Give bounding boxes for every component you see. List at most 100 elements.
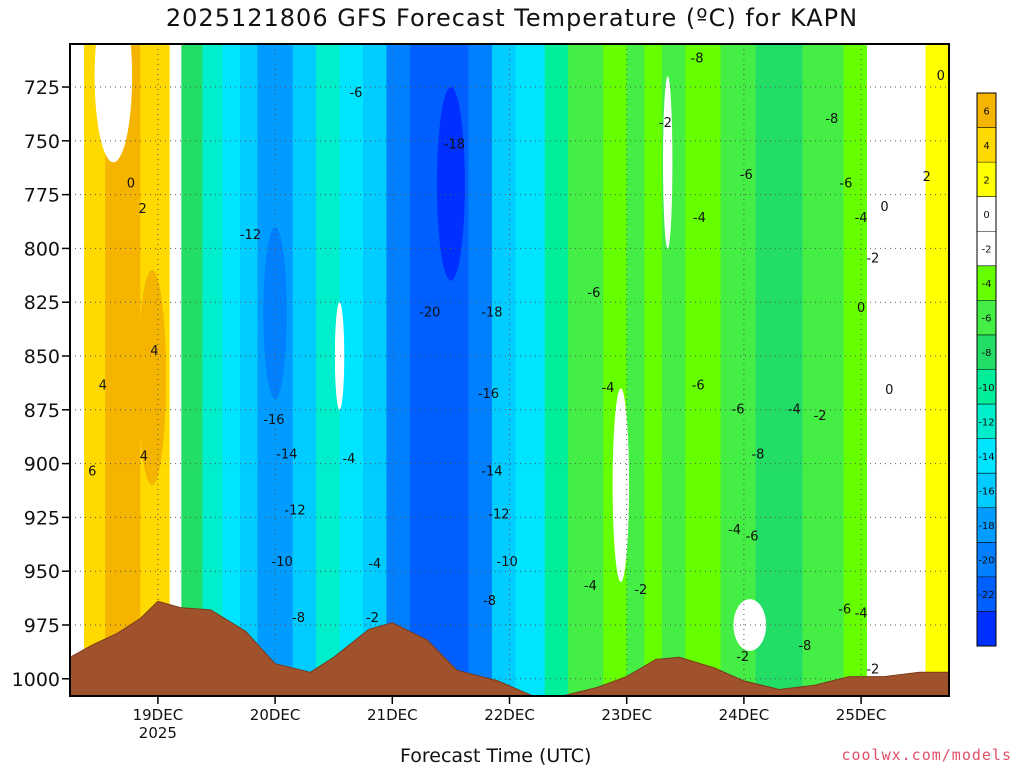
contour-label: 2	[139, 202, 147, 217]
contour-label: -18	[481, 305, 502, 320]
contour-label: 0	[937, 69, 945, 84]
colorbar-swatch	[977, 265, 996, 301]
y-tick-label: 1000	[12, 669, 60, 691]
contour-label: -8	[292, 611, 305, 626]
colorbar-swatch	[977, 300, 996, 336]
contour-label: 0	[885, 383, 893, 398]
colorbar-label: -2	[982, 245, 992, 256]
contour-label: -8	[483, 594, 496, 609]
contour-label: -12	[488, 508, 509, 523]
contour-label: -18	[444, 138, 465, 153]
contour-label: -6	[839, 176, 852, 191]
contour-label: -6	[746, 529, 759, 544]
contour-label: -12	[284, 503, 305, 518]
x-tick-label: 19DEC	[133, 706, 184, 724]
y-tick-label: 975	[24, 615, 60, 637]
contour-label: -6	[349, 86, 362, 101]
contour-label: -6	[838, 602, 851, 617]
contour-label: -2	[634, 583, 647, 598]
contour-label: -10	[497, 555, 518, 570]
x-tick-label: 21DEC	[367, 706, 418, 724]
colorbar-label: 0	[983, 210, 989, 221]
terrain-area	[70, 600, 949, 696]
colorbar-label: 2	[983, 175, 989, 186]
y-tick-label: 850	[24, 346, 60, 368]
contour-label: 4	[140, 450, 148, 465]
contour-label: -8	[798, 639, 811, 654]
contour-label: -6	[740, 168, 753, 183]
grid-lines	[70, 44, 949, 696]
contour-label: -4	[342, 452, 355, 467]
y-tick-label: 750	[24, 131, 60, 153]
contour-label: -2	[659, 116, 672, 131]
contour-label: -2	[866, 663, 879, 678]
contour-label: -4	[855, 211, 868, 226]
colorbar-swatch	[977, 507, 996, 543]
colorbar-swatch	[977, 93, 996, 129]
colorbar-swatch	[977, 334, 996, 370]
credit-link[interactable]: coolwx.com/models	[841, 746, 1012, 764]
x-tick-label: 22DEC	[484, 706, 535, 724]
colorbar-swatch	[977, 473, 996, 509]
colorbar-swatch	[977, 611, 996, 647]
terrain	[70, 600, 949, 696]
contour-label: -6	[692, 379, 705, 394]
field-band	[925, 44, 949, 696]
contour-label: -6	[587, 286, 600, 301]
field-band	[491, 44, 516, 696]
y-axis: 725 750 775 800 825 850 875 900 925 950 975 1000	[12, 77, 70, 691]
field-band	[84, 44, 106, 696]
field-band	[802, 44, 845, 696]
field-band	[544, 44, 569, 696]
contour-label: -4	[788, 402, 801, 417]
chart-title: 2025121806 GFS Forecast Temperature (ºC)…	[165, 4, 859, 32]
colorbar-label: -18	[978, 521, 994, 532]
contour-label: 4	[150, 344, 158, 359]
field-patch	[334, 302, 345, 410]
colorbar-label: 4	[983, 141, 989, 152]
contour-label: 0	[880, 200, 888, 215]
colorbar-label: -10	[978, 383, 994, 394]
contour-label: 4	[99, 379, 107, 394]
x-tick-label: 20DEC	[250, 706, 301, 724]
colorbar-swatch	[977, 196, 996, 232]
contour-label: -6	[732, 402, 745, 417]
field-patch	[263, 226, 287, 400]
contour-label: 2	[923, 170, 931, 185]
y-tick-label: 950	[24, 561, 60, 583]
contour-label: -2	[866, 252, 879, 267]
y-tick-label: 800	[24, 238, 60, 260]
field-band	[603, 44, 628, 696]
contour-label: -4	[601, 381, 614, 396]
field-band	[239, 44, 259, 696]
field-band	[386, 44, 411, 696]
x-tick-label: 25DEC	[836, 706, 887, 724]
contour-label: -8	[751, 447, 764, 462]
colorbar-label: -22	[978, 590, 994, 601]
x-tick-label: 23DEC	[601, 706, 652, 724]
field-band	[755, 44, 804, 696]
field-patch	[94, 44, 133, 163]
field-band	[568, 44, 604, 696]
field-band	[644, 44, 663, 696]
contour-label: -12	[240, 228, 261, 243]
colorbar-swatch	[977, 162, 996, 198]
field-patch	[436, 87, 465, 281]
contour-label: 0	[857, 301, 865, 316]
field-patch	[612, 388, 630, 582]
contour-label: -14	[481, 465, 502, 480]
contour-label: -4	[728, 523, 741, 538]
contour-label: -14	[276, 447, 297, 462]
colorbar: 6 4 2 0 -2 -4 -6 -8 -10 -12 -14 -16 -18 -20 -22	[976, 92, 997, 647]
x-tick-sublabel: 2025	[139, 724, 177, 742]
x-tick-label: 24DEC	[719, 706, 770, 724]
colorbar-swatch	[977, 231, 996, 267]
field-band	[181, 44, 204, 696]
y-tick-label: 925	[24, 507, 60, 529]
contour-label: -4	[693, 211, 706, 226]
field-patch	[733, 599, 767, 651]
field-band	[626, 44, 645, 696]
colorbar-label: -12	[978, 417, 994, 428]
temperature-field	[70, 44, 949, 696]
